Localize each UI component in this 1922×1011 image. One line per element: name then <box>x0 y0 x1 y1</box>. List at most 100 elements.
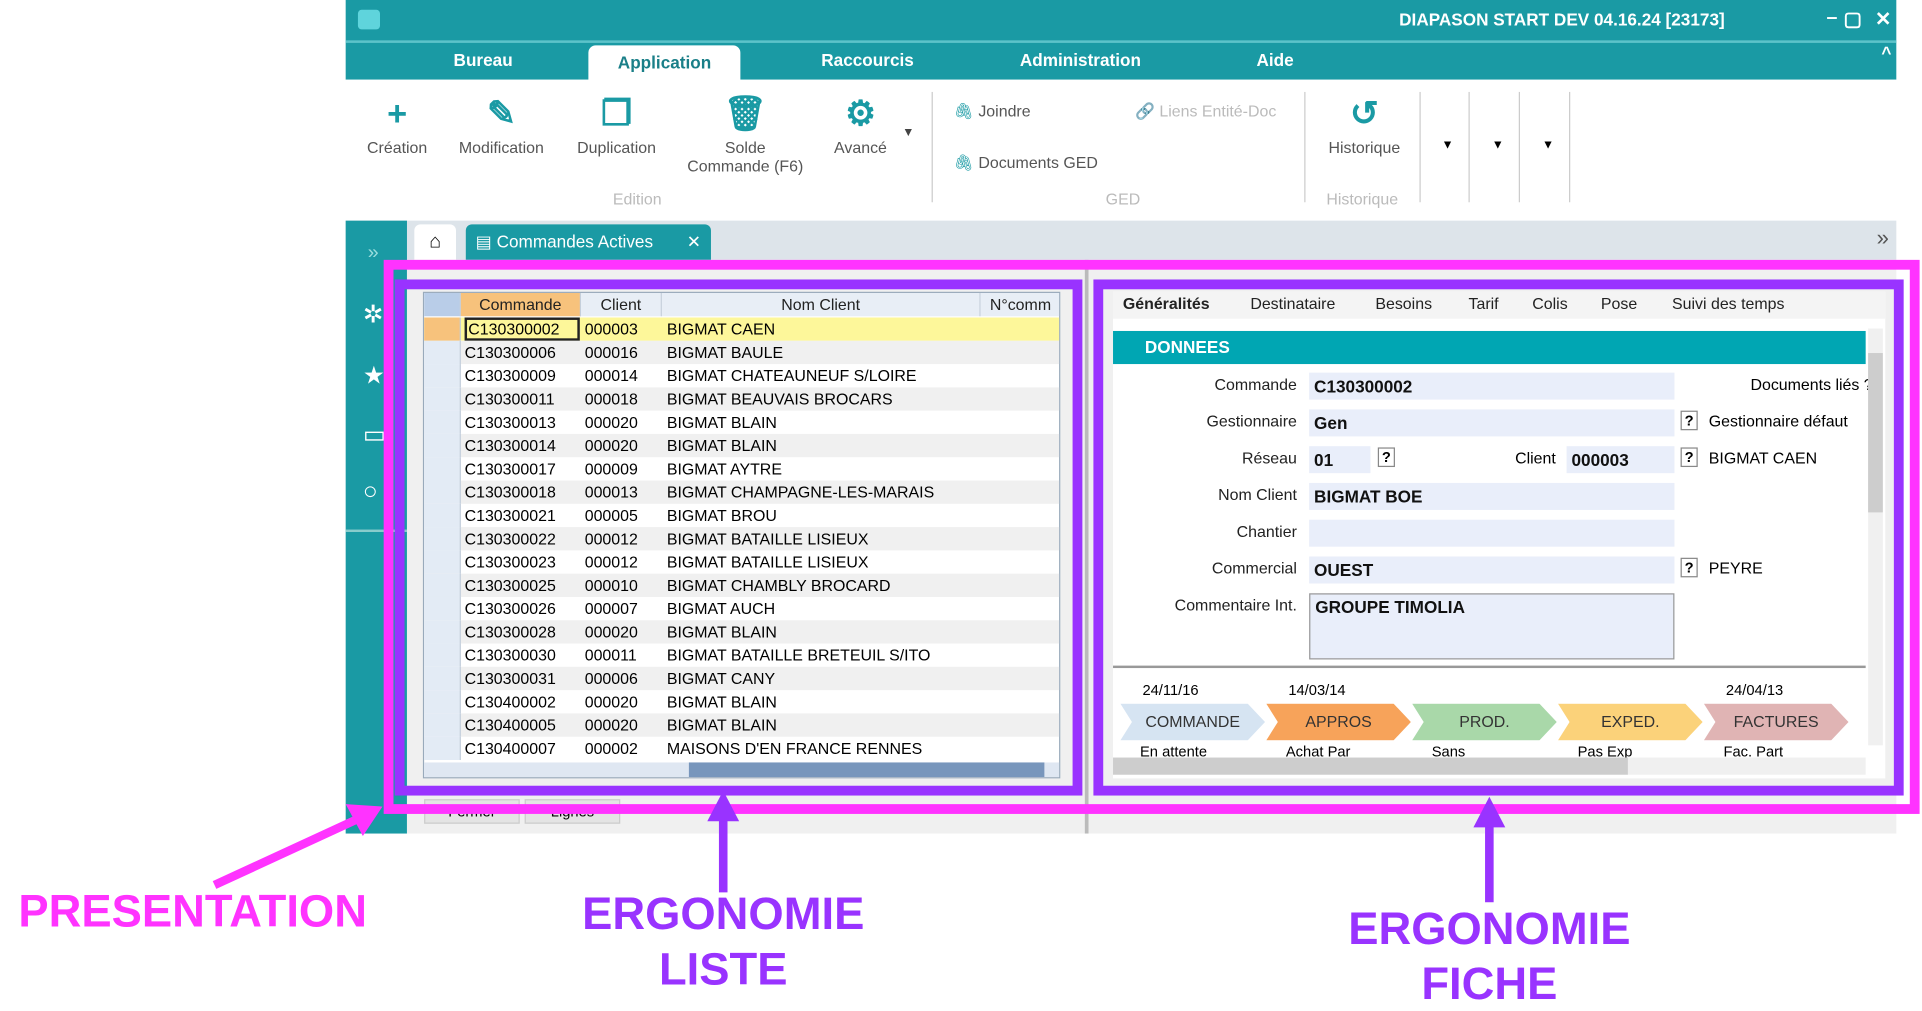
row-selector[interactable] <box>424 364 461 388</box>
gestionnaire-field[interactable]: Gen <box>1309 409 1675 437</box>
tab-0[interactable]: Généralités <box>1122 294 1210 313</box>
vertical-scrollbar[interactable] <box>1868 328 1883 746</box>
menu-aide[interactable]: Aide <box>1256 50 1294 70</box>
liens-entite-doc-button[interactable]: 🔗 Liens Entité-Doc <box>1135 101 1277 121</box>
table-row[interactable]: C130300021 000005 BIGMAT BROU <box>424 503 1059 528</box>
menu-bureau[interactable]: Bureau <box>453 50 513 70</box>
table-row[interactable]: C130300022 000012 BIGMAT BATAILLE LISIEUX <box>424 527 1060 551</box>
commercial-field[interactable]: OUEST <box>1309 556 1675 584</box>
table-row[interactable]: C130300030 000011 BIGMAT BATAILLE BRETEUIL… <box>424 643 1059 667</box>
table-row[interactable]: C130300026 000007 BIGMAT AUCH <box>424 596 1059 621</box>
horizontal-scrollbar[interactable] <box>424 762 1060 778</box>
column-header-commande[interactable]: Commande <box>460 292 582 317</box>
monitor-icon[interactable]: ▭ <box>362 421 387 449</box>
row-selector[interactable] <box>424 596 461 621</box>
row-selector[interactable] <box>424 573 461 597</box>
expand-icon[interactable]: » <box>1876 225 1889 251</box>
step-2[interactable]: PROD. <box>1412 703 1557 741</box>
maximize-button[interactable]: ▢ <box>1843 9 1862 31</box>
close-tab-icon[interactable]: ✕ <box>686 231 702 252</box>
table-row[interactable]: C130300031 000006 BIGMAT CANY <box>424 666 1060 691</box>
solde-commande-button[interactable]: 🗑 Solde Commande (F6) <box>682 89 809 175</box>
minimize-button[interactable]: – <box>1826 7 1838 29</box>
tab-3[interactable]: Tarif <box>1468 294 1499 313</box>
row-selector[interactable] <box>424 503 461 528</box>
row-selector[interactable] <box>424 666 461 691</box>
modification-button[interactable]: ✎ Modification <box>449 89 554 157</box>
tab-1[interactable]: Destinataire <box>1250 294 1336 313</box>
row-selector[interactable] <box>424 387 461 411</box>
row-selector[interactable] <box>424 340 461 365</box>
row-selector[interactable] <box>424 317 461 341</box>
menu-application[interactable]: Application <box>588 45 741 83</box>
creation-button[interactable]: + Création <box>358 89 436 157</box>
circle-icon[interactable]: ○ <box>362 478 378 506</box>
horizontal-scrollbar[interactable] <box>1113 757 1866 775</box>
table-row[interactable]: C130300013 000020 BIGMAT BLAIN <box>424 410 1059 434</box>
avance-dropdown-icon[interactable]: ▼ <box>902 126 915 140</box>
row-selector[interactable] <box>424 433 461 458</box>
dropdown-icon[interactable]: ▼ <box>1542 138 1555 152</box>
duplication-button[interactable]: ❐ Duplication <box>569 89 665 157</box>
menu-administration[interactable]: Administration <box>1019 50 1141 70</box>
star-icon[interactable]: ★ <box>362 362 385 390</box>
row-selector[interactable] <box>424 736 461 760</box>
table-row[interactable]: C130300006 000016 BIGMAT BAULE <box>424 340 1060 365</box>
avance-button[interactable]: ⚙ Avancé <box>826 89 895 157</box>
tab-4[interactable]: Colis <box>1532 294 1568 313</box>
table-row[interactable]: C130300018 000013 BIGMAT CHAMPAGNE-LES-MAR… <box>424 480 1060 504</box>
tab-5[interactable]: Pose <box>1600 294 1638 313</box>
commande-field[interactable]: C130300002 <box>1309 372 1675 400</box>
table-row[interactable]: C130300014 000020 BIGMAT BLAIN <box>424 433 1060 458</box>
step-4[interactable]: FACTURES <box>1703 703 1849 741</box>
expand-sidebar-icon[interactable]: » <box>367 242 379 264</box>
table-row[interactable]: C130300028 000020 BIGMAT BLAIN <box>424 620 1060 644</box>
collapse-ribbon-button[interactable]: ^ <box>1881 42 1892 63</box>
table-row[interactable]: C130400005 000020 BIGMAT BLAIN <box>424 713 1060 737</box>
chantier-field[interactable] <box>1309 519 1675 547</box>
help-button[interactable]: ? <box>1680 557 1698 578</box>
step-3[interactable]: EXPED. <box>1557 703 1703 741</box>
home-tab[interactable]: ⌂ <box>414 224 456 260</box>
joindre-button[interactable]: 🖇 Joindre <box>953 101 1031 121</box>
step-0[interactable]: COMMANDE <box>1120 703 1266 741</box>
wheel-icon[interactable]: ✲ <box>362 301 384 329</box>
table-row[interactable]: C130300023 000012 BIGMAT BATAILLE LISIEUX <box>424 550 1059 574</box>
row-selector[interactable] <box>424 457 461 481</box>
menu-raccourcis[interactable]: Raccourcis <box>821 50 914 70</box>
table-row[interactable]: C130300017 000009 BIGMAT AYTRE <box>424 457 1059 481</box>
historique-button[interactable]: ↺ Historique <box>1321 89 1407 157</box>
row-selector[interactable] <box>424 690 461 714</box>
tab-commandes-actives[interactable]: ▤ Commandes Actives ✕ <box>465 224 711 260</box>
documents-ged-button[interactable]: 🖇 Documents GED <box>953 153 1098 172</box>
help-button[interactable]: ? <box>1680 447 1698 468</box>
step-1[interactable]: APPROS <box>1266 703 1411 741</box>
row-selector[interactable] <box>424 410 461 434</box>
row-selector[interactable] <box>424 713 461 737</box>
row-selector[interactable] <box>424 643 461 667</box>
table-row[interactable]: C130400002 000020 BIGMAT BLAIN <box>424 690 1059 714</box>
column-header-client[interactable]: Client <box>581 292 662 317</box>
splitter[interactable] <box>1084 259 1089 834</box>
dropdown-icon[interactable]: ▼ <box>1491 138 1504 152</box>
row-selector[interactable] <box>424 550 461 574</box>
client-field[interactable]: 000003 <box>1566 446 1675 474</box>
row-selector[interactable] <box>424 620 461 644</box>
tab-2[interactable]: Besoins <box>1375 294 1433 313</box>
row-selector[interactable] <box>424 527 461 551</box>
close-button[interactable]: ✕ <box>1874 9 1892 31</box>
help-button[interactable]: ? <box>1680 410 1698 431</box>
dropdown-icon[interactable]: ▼ <box>1441 138 1454 152</box>
column-header-n-commande[interactable]: N°comm <box>980 292 1060 317</box>
column-header-nom-client[interactable]: Nom Client <box>661 292 981 317</box>
commentaire-textarea[interactable]: GROUPE TIMOLIA <box>1309 593 1675 660</box>
table-row[interactable]: C130300025 000010 BIGMAT CHAMBLY BROCARD <box>424 573 1060 597</box>
table-row[interactable]: C130300002 000003 BIGMAT CAEN <box>424 317 1060 341</box>
table-row[interactable]: C130400007 000002 MAISONS D'EN FRANCE RENN… <box>424 736 1059 760</box>
table-row[interactable]: C130300011 000018 BIGMAT BEAUVAIS BROCARS <box>424 387 1060 411</box>
help-button[interactable]: ? <box>1377 447 1395 468</box>
row-selector[interactable] <box>424 480 461 504</box>
nom-client-field[interactable]: BIGMAT BOE <box>1309 482 1675 510</box>
reseau-field[interactable]: 01 <box>1309 446 1371 474</box>
tab-6[interactable]: Suivi des temps <box>1671 294 1785 313</box>
